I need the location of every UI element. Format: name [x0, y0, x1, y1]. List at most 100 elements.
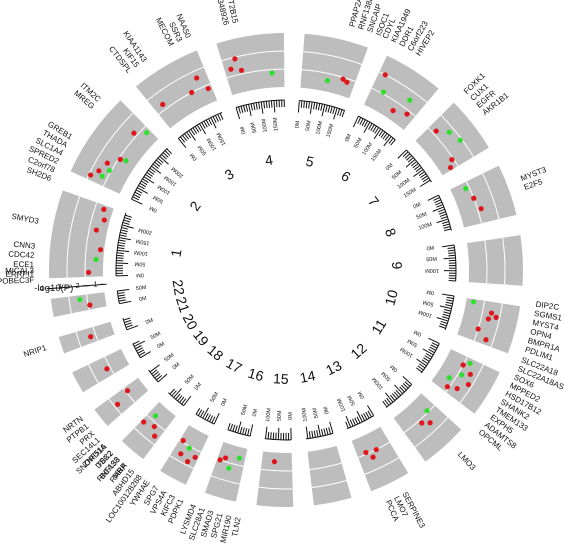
ruler-baseline-chr-11 — [420, 343, 440, 374]
ruler-tick — [382, 133, 388, 140]
ruler-tick — [125, 324, 133, 328]
gene-label: ERRFI1 — [6, 269, 35, 278]
ruler-tick — [354, 417, 359, 425]
ruler-tick-label: 100M — [336, 397, 347, 412]
track-gridline — [403, 405, 435, 433]
data-point-red — [478, 206, 484, 212]
chromosome-label-20: 20 — [180, 311, 202, 332]
track-gridline — [210, 475, 240, 485]
ruler-tick — [356, 410, 363, 423]
ruler-tick — [232, 424, 236, 432]
ruler-tick — [263, 101, 266, 109]
ruler-tick — [118, 239, 126, 242]
track-gridline — [260, 468, 293, 472]
track-gridline — [445, 356, 468, 393]
data-point-red — [475, 326, 481, 332]
ruler-tick — [421, 359, 429, 365]
chromosome-label-12: 12 — [347, 340, 369, 362]
ruler-tick-label: 50M — [250, 121, 258, 133]
ruler-tick — [385, 392, 394, 403]
ruler-tick — [429, 346, 437, 351]
ruler-tick — [148, 169, 155, 175]
ruler-tick — [325, 427, 329, 435]
track-gridline — [108, 398, 122, 415]
ruler-tick — [133, 194, 141, 199]
ruler-tick — [273, 100, 276, 113]
data-point-red — [88, 334, 94, 340]
track-gridline — [88, 364, 99, 384]
data-point-red — [104, 366, 110, 372]
ruler-tick — [442, 316, 450, 320]
ruler-tick-label: 150M — [163, 174, 178, 187]
track-chr-4 — [216, 33, 285, 96]
ruler-tick-label: 0M — [295, 120, 302, 129]
ruler-tick — [443, 225, 451, 229]
ruler-tick-label: 100M — [133, 249, 148, 257]
ruler-tick — [123, 317, 131, 321]
data-point-green — [459, 372, 465, 378]
ruler-tick-label: 50M — [391, 169, 403, 181]
ruler-tick-label: 50M — [184, 374, 196, 386]
ruler-tick-label: 0M — [413, 202, 423, 211]
ruler-tick — [345, 415, 352, 428]
data-point-red — [192, 454, 198, 460]
ruler-tick-label: 0M — [426, 245, 435, 252]
data-point-green — [463, 185, 469, 192]
ruler-tick — [270, 432, 272, 440]
gene-label: MICAL3 — [5, 266, 34, 275]
chromosome-label-2: 2 — [186, 198, 204, 214]
chromosome-label-11: 11 — [368, 316, 389, 337]
ruler-tick — [428, 337, 440, 344]
ruler-tick — [268, 100, 271, 108]
ruler-tick — [352, 418, 356, 426]
ruler-tick — [445, 304, 453, 307]
ruler-tick — [151, 369, 158, 375]
ruler-tick — [316, 429, 319, 438]
ruler-tick — [414, 164, 421, 171]
ruler-tick — [380, 131, 386, 138]
ruler-tick — [402, 151, 409, 158]
ruler-tick — [181, 398, 187, 405]
chromosome-label-13: 13 — [323, 357, 344, 378]
ruler-tick — [404, 153, 411, 159]
ruler-tick — [203, 120, 208, 128]
data-point-red — [101, 217, 107, 223]
data-point-red — [373, 446, 379, 453]
ruler-tick — [154, 161, 161, 167]
ruler-tick — [132, 340, 140, 345]
data-point-red — [344, 79, 350, 85]
track-chr-11 — [431, 349, 500, 414]
ruler-tick — [234, 425, 238, 433]
ruler-tick — [116, 254, 124, 257]
track-gridline — [466, 181, 482, 224]
ruler-tick — [436, 204, 444, 208]
ruler-tick — [300, 100, 303, 108]
ruler-tick — [401, 384, 407, 391]
chromosome-label-16: 16 — [246, 365, 266, 385]
ruler-tick-label: 100M — [425, 267, 439, 273]
ruler-tick — [116, 252, 124, 254]
ruler-tick — [179, 396, 185, 403]
ruler-tick — [443, 257, 456, 260]
ruler-tick — [315, 102, 318, 110]
ruler-tick — [140, 351, 151, 359]
ruler-tick — [327, 105, 331, 113]
track-gridline — [301, 69, 356, 82]
track-gridline — [440, 114, 474, 158]
track-gridline — [502, 237, 506, 285]
ruler-tick-label: 0M — [145, 317, 155, 325]
track-chr-13 — [351, 426, 409, 492]
ruler-tick-label: 100M — [261, 118, 269, 133]
ruler-tick — [444, 308, 452, 312]
ruler-tick — [239, 426, 243, 434]
ruler-tick-label: 0M — [194, 382, 204, 392]
ruler-tick-label: 50M — [426, 257, 438, 264]
ruler-tick — [442, 221, 450, 224]
track-gridline — [217, 458, 244, 467]
ruler-tick — [188, 130, 196, 141]
ruler-tick — [361, 119, 366, 127]
ruler-tick-label: 0M — [148, 204, 158, 213]
ruler-tick — [418, 363, 426, 369]
